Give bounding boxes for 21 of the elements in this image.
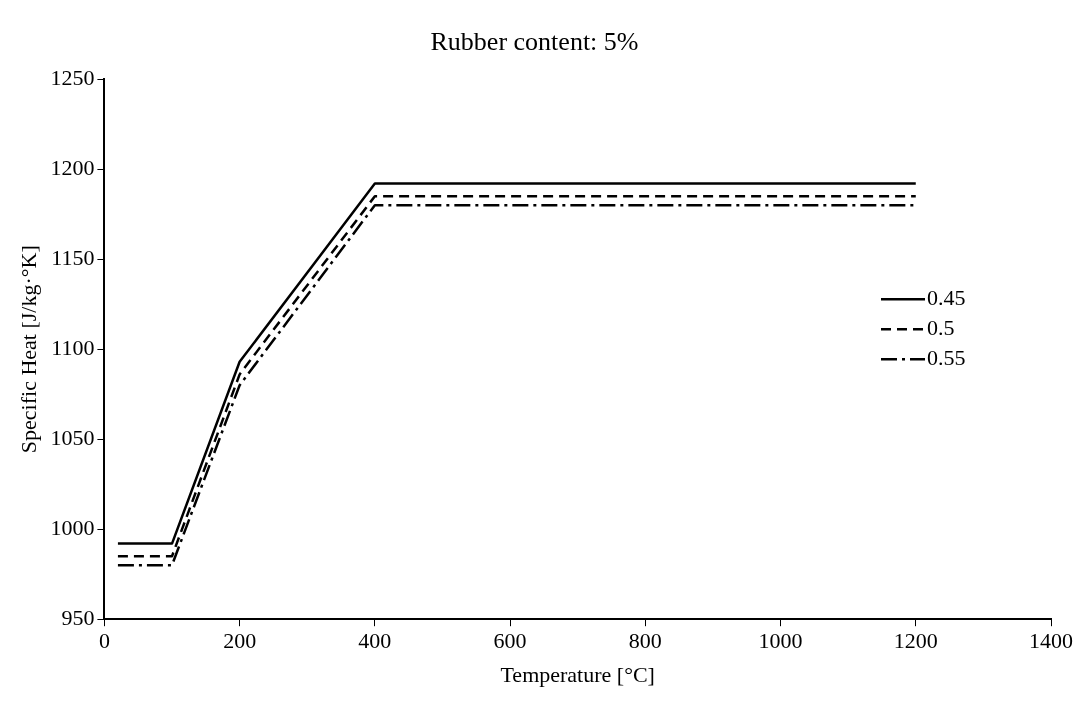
x-tick-label: 1400: [1029, 628, 1073, 654]
y-tick-label: 1200: [50, 154, 95, 180]
x-tick-label: 600: [493, 628, 527, 654]
x-tick-label: 800: [628, 628, 662, 654]
x-tick-label: 1000: [758, 628, 803, 654]
x-tick-label: 1200: [893, 628, 938, 654]
y-tick-label: 1050: [50, 424, 95, 450]
legend-label: 0.45: [927, 284, 966, 310]
y-tick-label: 1100: [51, 334, 95, 360]
y-tick-label: 950: [61, 604, 95, 630]
x-axis-title: Temperature [°C]: [500, 661, 655, 687]
x-tick-label: 0: [98, 628, 110, 654]
legend-label: 0.5: [927, 314, 955, 340]
y-axis-title: Specific Heat [J/kg·°K]: [15, 245, 41, 454]
legend-label: 0.55: [927, 344, 966, 370]
chart-title: Rubber content: 5%: [430, 27, 639, 57]
y-tick-label: 1250: [50, 64, 95, 90]
x-tick-label: 200: [223, 628, 257, 654]
y-tick-label: 1000: [50, 514, 95, 540]
y-tick-label: 1150: [51, 244, 95, 270]
x-tick-label: 400: [358, 628, 392, 654]
